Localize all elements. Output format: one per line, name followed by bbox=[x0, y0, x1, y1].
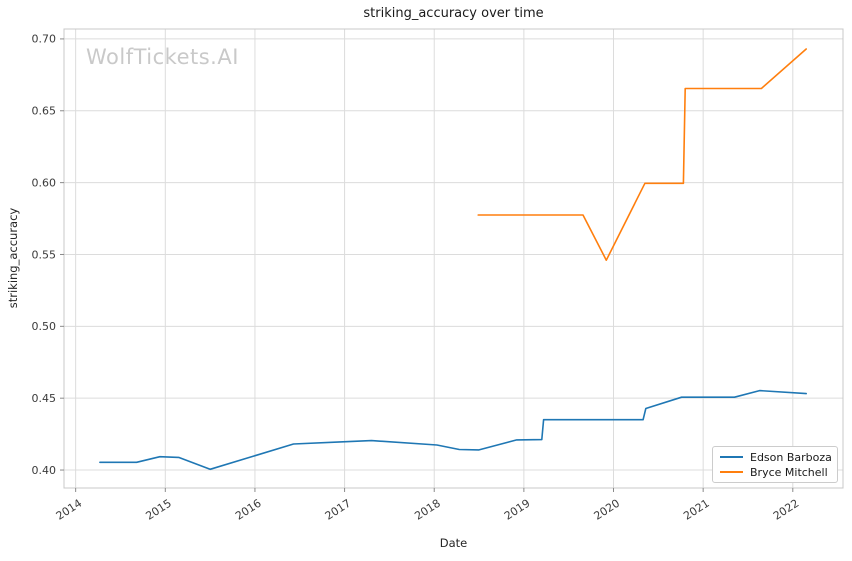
series-line-edson-barboza bbox=[99, 389, 808, 471]
x-tick-label: 2017 bbox=[323, 497, 354, 523]
legend-item-bryce-mitchell: Bryce Mitchell bbox=[720, 466, 830, 479]
legend-line-swatch-blue bbox=[720, 456, 743, 458]
x-tick-label: 2018 bbox=[412, 497, 443, 523]
legend-label: Edson Barboza bbox=[750, 450, 832, 464]
x-tick-label: 2019 bbox=[502, 497, 533, 523]
y-tick-label: 0.70 bbox=[32, 33, 57, 46]
watermark-text: WolfTickets.AI bbox=[86, 45, 239, 69]
legend-label: Bryce Mitchell bbox=[750, 465, 828, 479]
x-tick-label: 2020 bbox=[592, 497, 623, 523]
x-tick-label: 2021 bbox=[681, 497, 712, 523]
plot-border bbox=[63, 28, 844, 489]
x-tick-label: 2016 bbox=[233, 497, 264, 523]
y-tick-label: 0.65 bbox=[32, 105, 57, 118]
chart-title: striking_accuracy over time bbox=[363, 6, 544, 21]
x-tick-label: 2022 bbox=[771, 497, 802, 523]
legend-item-edson-barboza: Edson Barboza bbox=[720, 450, 832, 464]
y-tick-label: 0.60 bbox=[32, 176, 57, 189]
x-tick-label: 2014 bbox=[54, 497, 85, 523]
legend: Edson Barboza Bryce Mitchell bbox=[712, 446, 838, 483]
y-tick-label: 0.40 bbox=[32, 464, 57, 477]
y-axis-label: striking_accuracy bbox=[6, 207, 20, 309]
x-axis-label: Date bbox=[439, 536, 468, 550]
x-tick-label: 2015 bbox=[143, 497, 174, 523]
y-tick-label: 0.45 bbox=[32, 392, 57, 405]
y-tick-label: 0.55 bbox=[32, 248, 57, 261]
legend-line-swatch-orange bbox=[720, 471, 743, 473]
y-tick-label: 0.50 bbox=[32, 320, 57, 333]
series-line-bryce-mitchell bbox=[477, 48, 808, 262]
